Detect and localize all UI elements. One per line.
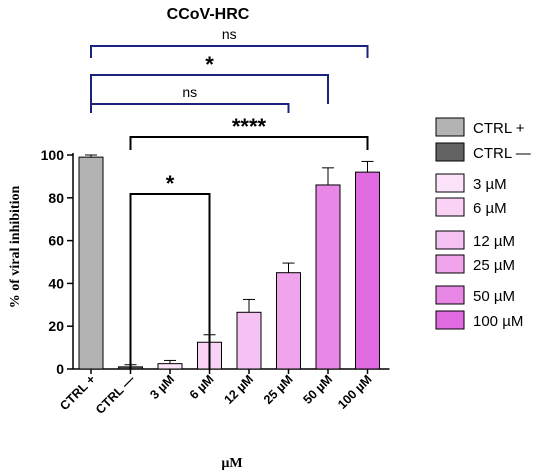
bar-1 — [78, 156, 104, 370]
legend-swatch — [435, 254, 465, 274]
legend-label: 12 µM — [473, 233, 515, 250]
legend-label: 100 µM — [473, 313, 523, 330]
y-tick-label: 40 — [48, 275, 64, 291]
x-tick-label: CTRL — — [93, 372, 138, 417]
x-tick-label: 50 µM — [300, 372, 335, 407]
significance-label: **** — [232, 114, 267, 139]
y-tick-label: 20 — [48, 318, 64, 334]
bar-7 — [315, 184, 341, 370]
bars — [78, 154, 380, 370]
x-axis-label: µM — [221, 456, 242, 471]
y-tick-label: 60 — [48, 233, 64, 249]
bar-3 — [157, 363, 183, 370]
bar-8 — [355, 171, 380, 370]
x-tick-label: 6 µM — [187, 372, 217, 402]
x-tick-label: 100 µM — [335, 372, 375, 412]
chart-title: CCoV-HRC — [167, 6, 250, 23]
bar-5 — [236, 311, 262, 370]
legend-swatch — [435, 173, 465, 193]
significance-label: * — [166, 171, 175, 196]
legend-swatch — [435, 230, 465, 250]
significance-label: ns — [182, 84, 197, 100]
legend-swatch — [435, 285, 465, 305]
bar-6 — [276, 272, 301, 370]
legend-swatch — [435, 310, 465, 330]
significance-bracket — [129, 136, 369, 150]
legend-swatch — [435, 142, 465, 162]
y-tick-label: 0 — [56, 361, 64, 377]
significance-bracket — [129, 193, 211, 369]
legend-label: 6 µM — [473, 200, 507, 217]
significance-brackets: ns*ns***** — [90, 26, 369, 369]
y-axis-label: % of viral inhibition — [8, 186, 23, 309]
x-tick-label: 12 µM — [221, 372, 256, 407]
legend-label: 3 µM — [473, 176, 507, 193]
legend-label: 25 µM — [473, 257, 515, 274]
legend-swatch — [435, 197, 465, 217]
x-tick-label: 3 µM — [147, 372, 177, 402]
legend-label: 50 µM — [473, 288, 515, 305]
y-tick-label: 80 — [48, 190, 64, 206]
significance-bracket — [90, 103, 290, 113]
significance-bracket — [90, 45, 369, 58]
legend-swatch — [435, 117, 465, 137]
y-tick-label: 100 — [41, 147, 65, 163]
significance-label: * — [205, 52, 214, 77]
significance-label: ns — [222, 26, 237, 42]
x-tick-label: 25 µM — [261, 372, 296, 407]
legend: CTRL + CTRL — 3 µM 6 µM 12 µM 25 µM 50 µM 100 µ… — [435, 117, 531, 330]
legend-label: CTRL — — [473, 145, 531, 162]
significance-bracket — [90, 74, 329, 104]
legend-label: CTRL + — [473, 120, 525, 137]
